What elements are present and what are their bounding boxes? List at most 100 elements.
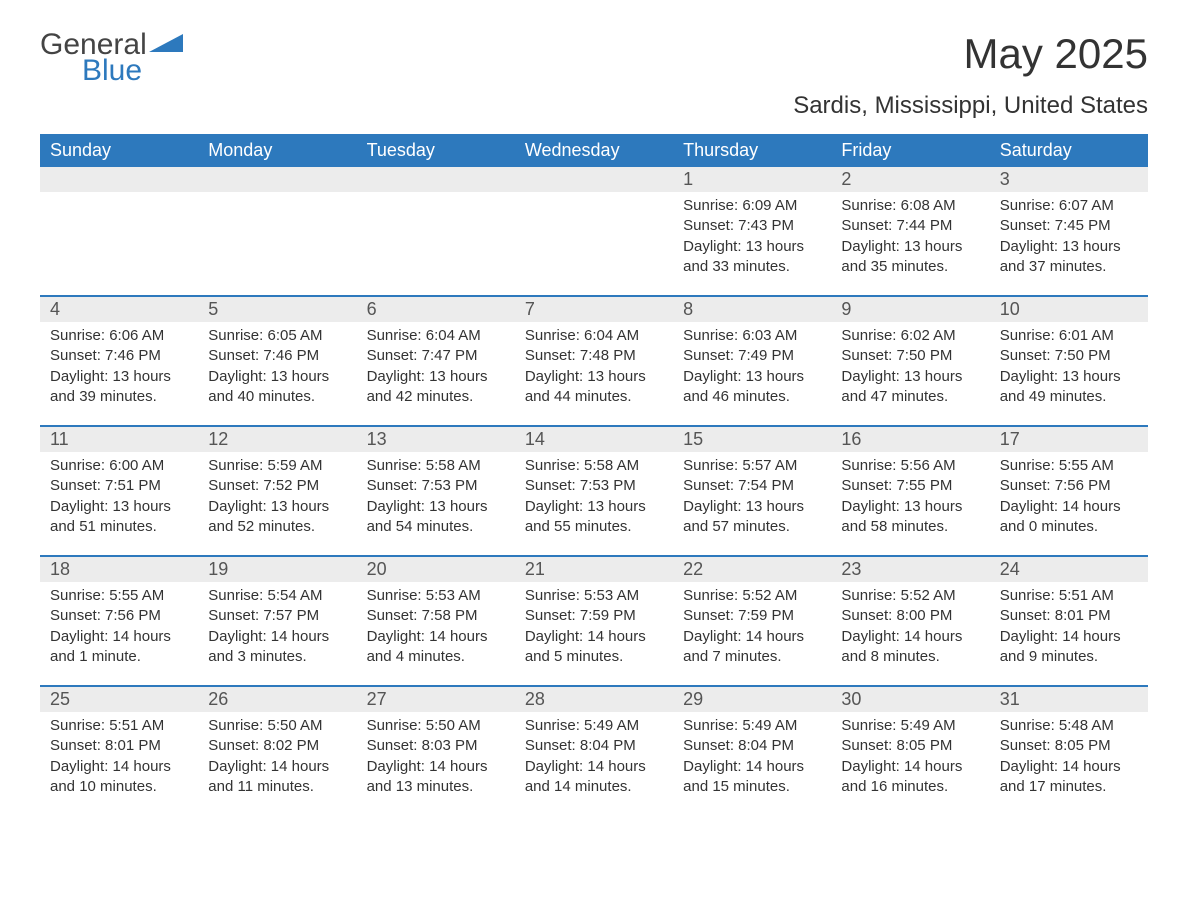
weekday-header-row: Sunday Monday Tuesday Wednesday Thursday… xyxy=(40,134,1148,167)
day-number: 14 xyxy=(515,427,673,452)
daylight-text: Daylight: 14 hours and 5 minutes. xyxy=(525,627,663,668)
day-detail: Sunrise: 5:55 AMSunset: 7:56 PMDaylight:… xyxy=(1000,456,1138,537)
day-number: 19 xyxy=(198,557,356,582)
day-number xyxy=(198,167,356,192)
daylight-text: Daylight: 14 hours and 14 minutes. xyxy=(525,757,663,798)
day-detail: Sunrise: 6:07 AMSunset: 7:45 PMDaylight:… xyxy=(1000,196,1138,277)
logo: General Blue xyxy=(40,30,183,86)
day-cell: 11Sunrise: 6:00 AMSunset: 7:51 PMDayligh… xyxy=(40,427,198,555)
title-block: May 2025 Sardis, Mississippi, United Sta… xyxy=(793,30,1148,120)
daylight-text: Daylight: 13 hours and 58 minutes. xyxy=(841,497,979,538)
daylight-text: Daylight: 14 hours and 0 minutes. xyxy=(1000,497,1138,538)
day-number: 1 xyxy=(673,167,831,192)
sunrise-text: Sunrise: 5:58 AM xyxy=(525,456,663,476)
day-detail: Sunrise: 6:03 AMSunset: 7:49 PMDaylight:… xyxy=(683,326,821,407)
sunrise-text: Sunrise: 5:51 AM xyxy=(50,716,188,736)
sunset-text: Sunset: 7:56 PM xyxy=(50,606,188,626)
daylight-text: Daylight: 13 hours and 39 minutes. xyxy=(50,367,188,408)
sunset-text: Sunset: 8:05 PM xyxy=(1000,736,1138,756)
sunset-text: Sunset: 7:50 PM xyxy=(841,346,979,366)
day-detail: Sunrise: 5:53 AMSunset: 7:59 PMDaylight:… xyxy=(525,586,663,667)
day-detail: Sunrise: 5:49 AMSunset: 8:04 PMDaylight:… xyxy=(525,716,663,797)
day-detail: Sunrise: 6:02 AMSunset: 7:50 PMDaylight:… xyxy=(841,326,979,407)
day-detail: Sunrise: 5:52 AMSunset: 7:59 PMDaylight:… xyxy=(683,586,821,667)
day-number: 5 xyxy=(198,297,356,322)
day-number: 18 xyxy=(40,557,198,582)
week-row: 25 Sunrise: 5:51 AMSunset: 8:01 PM Dayligh… xyxy=(40,685,1148,815)
day-cell xyxy=(198,167,356,295)
day-number: 25 xyxy=(40,687,198,712)
sunset-text: Sunset: 7:58 PM xyxy=(367,606,505,626)
sunset-text: Sunset: 7:57 PM xyxy=(208,606,346,626)
daylight-text: Daylight: 13 hours and 55 minutes. xyxy=(525,497,663,538)
day-detail: Sunrise: 5:55 AMSunset: 7:56 PMDaylight:… xyxy=(50,586,188,667)
sunset-text: Sunset: 8:04 PM xyxy=(683,736,821,756)
day-number: 27 xyxy=(357,687,515,712)
sunrise-text: Sunrise: 5:53 AM xyxy=(367,586,505,606)
sunrise-text: Sunrise: 5:52 AM xyxy=(683,586,821,606)
day-number: 11 xyxy=(40,427,198,452)
day-cell: 27 Sunrise: 5:50 AMSunset: 8:03 PMDayligh… xyxy=(357,687,515,815)
daylight-text: Daylight: 14 hours and 17 minutes. xyxy=(1000,757,1138,798)
sunset-text: Sunset: 7:47 PM xyxy=(367,346,505,366)
day-cell: 16Sunrise: 5:56 AMSunset: 7:55 PMDayligh… xyxy=(831,427,989,555)
header: General Blue May 2025 Sardis, Mississipp… xyxy=(40,30,1148,120)
day-cell: 23Sunrise: 5:52 AMSunset: 8:00 PMDayligh… xyxy=(831,557,989,685)
day-number: 23 xyxy=(831,557,989,582)
sunset-text: Sunset: 8:00 PM xyxy=(841,606,979,626)
day-number: 29 xyxy=(673,687,831,712)
sunrise-text: Sunrise: 5:55 AM xyxy=(50,586,188,606)
daylight-text: Daylight: 14 hours and 11 minutes. xyxy=(208,757,346,798)
sunrise-text: Sunrise: 5:49 AM xyxy=(525,716,663,736)
daylight-text: Daylight: 14 hours and 16 minutes. xyxy=(841,757,979,798)
sunset-text: Sunset: 7:59 PM xyxy=(683,606,821,626)
page-title: May 2025 xyxy=(793,30,1148,78)
day-detail: Sunrise: 5:51 AMSunset: 8:01 PMDaylight:… xyxy=(1000,586,1138,667)
daylight-text: Daylight: 13 hours and 49 minutes. xyxy=(1000,367,1138,408)
sunset-text: Sunset: 7:44 PM xyxy=(841,216,979,236)
day-cell: 15Sunrise: 5:57 AMSunset: 7:54 PMDayligh… xyxy=(673,427,831,555)
day-detail: Sunrise: 5:54 AMSunset: 7:57 PMDaylight:… xyxy=(208,586,346,667)
daylight-text: Daylight: 13 hours and 52 minutes. xyxy=(208,497,346,538)
daylight-text: Daylight: 14 hours and 9 minutes. xyxy=(1000,627,1138,668)
daylight-text: Daylight: 13 hours and 35 minutes. xyxy=(841,237,979,278)
daylight-text: Daylight: 14 hours and 1 minute. xyxy=(50,627,188,668)
day-detail: Sunrise: 5:58 AMSunset: 7:53 PMDaylight:… xyxy=(525,456,663,537)
sunrise-text: Sunrise: 6:04 AM xyxy=(367,326,505,346)
day-number: 12 xyxy=(198,427,356,452)
day-detail: Sunrise: 5:50 AMSunset: 8:03 PMDaylight:… xyxy=(367,716,505,797)
daylight-text: Daylight: 13 hours and 44 minutes. xyxy=(525,367,663,408)
logo-text: General Blue xyxy=(40,30,183,86)
daylight-text: Daylight: 14 hours and 7 minutes. xyxy=(683,627,821,668)
daylight-text: Daylight: 13 hours and 47 minutes. xyxy=(841,367,979,408)
sunrise-text: Sunrise: 5:53 AM xyxy=(525,586,663,606)
day-detail: Sunrise: 5:57 AMSunset: 7:54 PMDaylight:… xyxy=(683,456,821,537)
sunset-text: Sunset: 8:01 PM xyxy=(50,736,188,756)
sunset-text: Sunset: 7:53 PM xyxy=(367,476,505,496)
sunset-text: Sunset: 7:52 PM xyxy=(208,476,346,496)
day-number: 2 xyxy=(831,167,989,192)
day-cell: 21 Sunrise: 5:53 AMSunset: 7:59 PMDayligh… xyxy=(515,557,673,685)
weeks-container: 1Sunrise: 6:09 AMSunset: 7:43 PMDaylight… xyxy=(40,167,1148,815)
sunset-text: Sunset: 7:43 PM xyxy=(683,216,821,236)
daylight-text: Daylight: 14 hours and 8 minutes. xyxy=(841,627,979,668)
sunset-text: Sunset: 8:01 PM xyxy=(1000,606,1138,626)
week-row: 1Sunrise: 6:09 AMSunset: 7:43 PMDaylight… xyxy=(40,167,1148,295)
day-number: 31 xyxy=(990,687,1148,712)
sunrise-text: Sunrise: 5:51 AM xyxy=(1000,586,1138,606)
sunrise-text: Sunrise: 6:04 AM xyxy=(525,326,663,346)
sunrise-text: Sunrise: 6:06 AM xyxy=(50,326,188,346)
day-detail: Sunrise: 5:49 AMSunset: 8:04 PMDaylight:… xyxy=(683,716,821,797)
day-cell: 29 Sunrise: 5:49 AMSunset: 8:04 PMDayligh… xyxy=(673,687,831,815)
location-label: Sardis, Mississippi, United States xyxy=(793,92,1148,120)
sunset-text: Sunset: 8:05 PM xyxy=(841,736,979,756)
sunset-text: Sunset: 8:03 PM xyxy=(367,736,505,756)
day-number: 26 xyxy=(198,687,356,712)
day-number: 21 xyxy=(515,557,673,582)
week-row: 4Sunrise: 6:06 AMSunset: 7:46 PMDaylight… xyxy=(40,295,1148,425)
sunrise-text: Sunrise: 5:57 AM xyxy=(683,456,821,476)
weekday-header: Wednesday xyxy=(515,134,673,167)
day-number: 30 xyxy=(831,687,989,712)
sunrise-text: Sunrise: 6:05 AM xyxy=(208,326,346,346)
sunrise-text: Sunrise: 5:56 AM xyxy=(841,456,979,476)
